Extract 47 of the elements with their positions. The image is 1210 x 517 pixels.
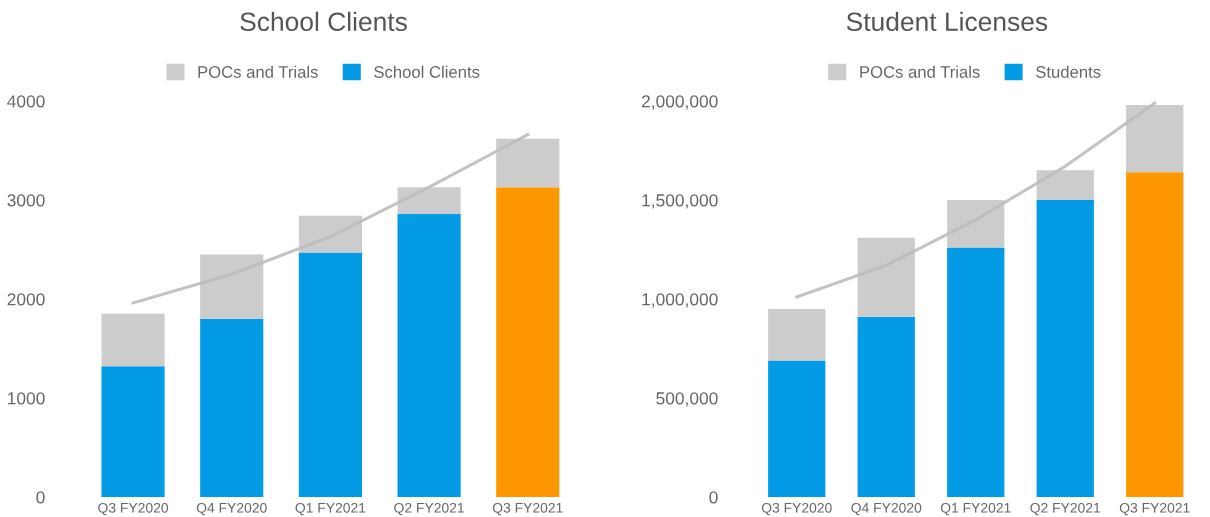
legend-label: POCs and Trials — [198, 65, 318, 78]
bar — [1036, 170, 1094, 201]
y-tick-label: 2000 — [7, 293, 45, 306]
x-tick-label: Q1 FY2021 — [295, 502, 366, 516]
y-tick-label: 0 — [36, 491, 45, 504]
x-tick-label: Q2 FY2021 — [1030, 502, 1101, 516]
bar — [101, 313, 165, 367]
bar — [101, 366, 165, 497]
bar — [1126, 172, 1184, 497]
x-tick-label: Q4 FY2020 — [851, 502, 922, 516]
bar — [496, 138, 560, 188]
y-tick-label: 3000 — [7, 194, 45, 207]
x-tick-label: Q3 FY2020 — [98, 502, 169, 516]
y-tick-label: 0 — [709, 491, 718, 504]
bar — [947, 200, 1005, 248]
x-tick-label: Q3 FY2021 — [492, 502, 563, 516]
y-tick-label: 4000 — [7, 95, 45, 108]
bar — [857, 316, 915, 497]
y-tick-label: 1,000,000 — [642, 293, 718, 308]
bar — [947, 247, 1005, 497]
x-tick-label: Q2 FY2021 — [394, 502, 464, 516]
x-tick-label: Q3 FY2021 — [1119, 502, 1190, 516]
legend-label: School Clients — [374, 65, 480, 78]
bar — [857, 237, 915, 317]
line-series — [131, 133, 530, 305]
chart-title: Student Licenses — [846, 11, 1048, 32]
y-tick-label: 1000 — [8, 392, 45, 405]
bar — [397, 213, 461, 497]
bar — [200, 318, 264, 497]
bar — [496, 187, 560, 497]
bar — [298, 252, 362, 497]
x-tick-label: Q1 FY2021 — [940, 502, 1011, 516]
legend-label: POCs and Trials — [860, 65, 980, 78]
x-tick-label: Q3 FY2020 — [761, 502, 832, 516]
y-tick-label: 500,000 — [656, 392, 718, 407]
chart-title: School Clients — [240, 11, 407, 32]
bar — [200, 254, 264, 319]
y-tick-label: 1,500,000 — [642, 194, 718, 209]
legend-label: Students — [1036, 65, 1101, 78]
bar — [397, 187, 461, 214]
y-tick-label: 2,000,000 — [641, 95, 718, 110]
line-series — [795, 101, 1157, 299]
bar — [768, 360, 826, 497]
bar — [768, 308, 826, 361]
bar — [1126, 104, 1184, 173]
x-tick-label: Q4 FY2020 — [196, 502, 267, 516]
bar — [1036, 200, 1094, 497]
